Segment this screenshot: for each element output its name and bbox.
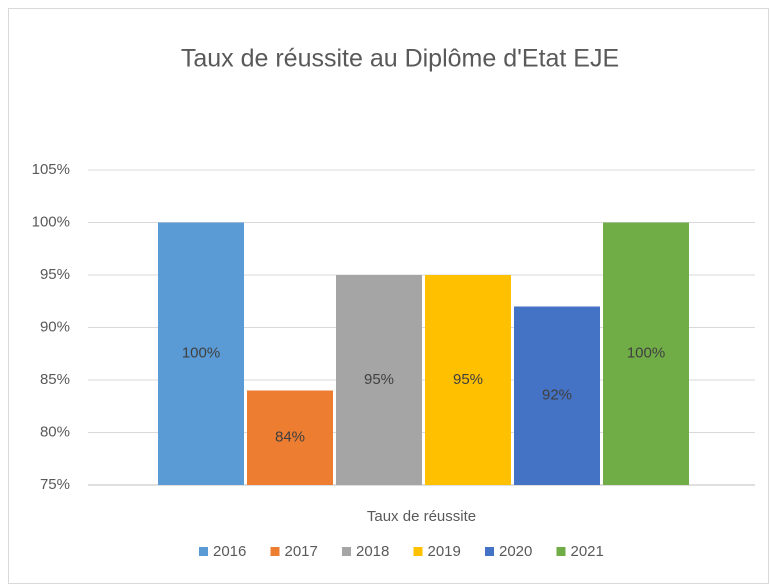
y-tick-label: 95% <box>40 266 70 283</box>
bar <box>247 390 333 485</box>
y-tick-label: 90% <box>40 318 70 335</box>
legend-label: 2021 <box>571 543 604 560</box>
data-label: 84% <box>275 429 305 446</box>
bar <box>158 222 244 485</box>
y-tick-label: 85% <box>40 371 70 388</box>
y-tick-label: 105% <box>32 161 70 178</box>
data-label: 95% <box>364 371 394 388</box>
bar <box>425 275 511 485</box>
legend-swatch <box>413 547 423 556</box>
y-tick-label: 75% <box>40 476 70 493</box>
legend-label: 2019 <box>428 543 461 560</box>
legend-label: 2020 <box>499 543 532 560</box>
legend-label: 2017 <box>285 543 318 560</box>
legend-label: 2016 <box>213 543 246 560</box>
bar <box>336 275 422 485</box>
data-label: 100% <box>627 345 665 362</box>
legend-swatch <box>342 547 351 556</box>
y-tick-label: 100% <box>32 213 70 230</box>
legend-swatch <box>556 547 566 556</box>
bar <box>603 222 689 485</box>
legend-swatch <box>199 547 208 556</box>
chart-title: Taux de réussite au Diplôme d'Etat EJE <box>181 45 619 73</box>
bar <box>514 306 600 485</box>
data-label: 95% <box>453 371 483 388</box>
legend-swatch <box>270 547 280 556</box>
legend-swatch <box>485 547 494 556</box>
legend-label: 2018 <box>356 543 389 560</box>
data-label: 92% <box>542 387 572 404</box>
data-label: 100% <box>182 345 220 362</box>
y-tick-label: 80% <box>40 423 70 440</box>
x-tick-label: Taux de réussite <box>367 508 476 525</box>
